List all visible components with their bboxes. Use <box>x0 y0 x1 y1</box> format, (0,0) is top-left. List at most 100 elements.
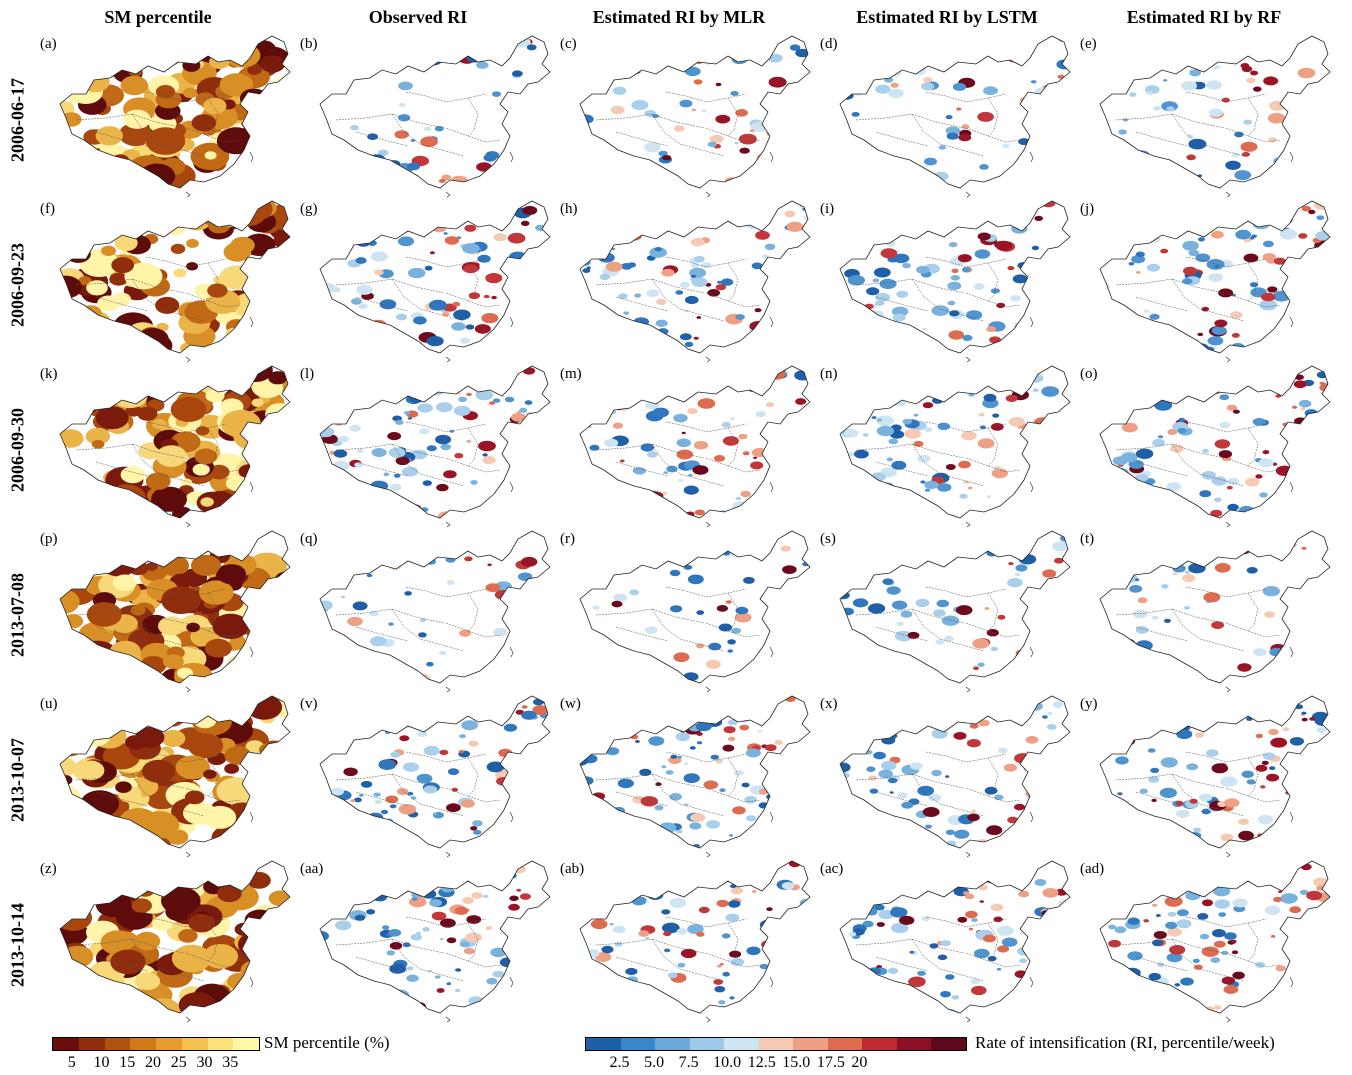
ri-map: (t) <box>1076 527 1338 695</box>
sm-legend-title: SM percentile (%) <box>264 1033 390 1052</box>
ri-map: (g) <box>296 197 558 365</box>
colorbar-segment <box>758 1038 794 1050</box>
ri-map: (c) <box>556 32 818 200</box>
panel-label: (e) <box>1080 36 1097 52</box>
panel-label: (q) <box>300 531 318 547</box>
panel-label: (h) <box>560 201 578 217</box>
column-title-sm-percentile: SM percentile <box>104 7 212 27</box>
china-map-svg <box>579 35 811 198</box>
ri-colorbar <box>585 1037 967 1051</box>
tick-label: 12.5 <box>747 1054 776 1071</box>
china-map-svg <box>1099 365 1331 528</box>
column-title-observed-ri: Observed RI <box>368 7 468 27</box>
china-map-svg <box>319 200 551 363</box>
ri-map: (aa) <box>296 857 558 1025</box>
colorbar-segment <box>233 1038 259 1050</box>
colorbar-segment <box>827 1038 863 1050</box>
china-map-svg <box>839 200 1071 363</box>
china-map-svg <box>839 860 1071 1023</box>
panel-label: (g) <box>300 201 318 217</box>
panel-label: (o) <box>1080 366 1098 382</box>
ri-map: (d) <box>816 32 1078 200</box>
ri-map: (ad) <box>1076 857 1338 1025</box>
panel-label: (s) <box>820 531 836 547</box>
colorbar-segment <box>586 1038 621 1050</box>
ri-map: (s) <box>816 527 1078 695</box>
tick-label: 10 <box>93 1054 110 1071</box>
ri-map: (v) <box>296 692 558 860</box>
panel-label: (x) <box>820 696 838 712</box>
panel-label: (v) <box>300 696 318 712</box>
row-label-2013-10-07: 2013-10-07 <box>7 738 28 822</box>
china-map-svg <box>579 365 811 528</box>
panel-label: (z) <box>40 861 57 877</box>
china-map-svg <box>839 695 1071 858</box>
ri-map: (b) <box>296 32 558 200</box>
china-map-svg <box>319 530 551 693</box>
panel-label: (a) <box>40 36 57 52</box>
ri-map: (m) <box>556 362 818 530</box>
row-label-2013-07-08: 2013-07-08 <box>7 573 28 657</box>
ri-map: (j) <box>1076 197 1338 365</box>
colorbar-segment <box>156 1038 182 1050</box>
china-map-svg <box>579 860 811 1023</box>
tick-label: 25 <box>170 1054 187 1071</box>
colorbar-segment <box>620 1038 656 1050</box>
row-label-2006-06-17: 2006-06-17 <box>7 78 28 162</box>
sm-percentile-map: (a) <box>36 32 298 200</box>
tick-label: 30 <box>196 1054 213 1071</box>
ri-map: (ac) <box>816 857 1078 1025</box>
colorbar-segment <box>931 1038 967 1050</box>
tick-label: 5.0 <box>644 1054 665 1071</box>
panel-label: (ac) <box>820 861 844 877</box>
panel-label: (d) <box>820 36 838 52</box>
sm-percentile-map: (z) <box>36 857 298 1025</box>
colorbar-segment <box>53 1038 79 1050</box>
colorbar-segment <box>130 1038 156 1050</box>
china-map-svg <box>579 695 811 858</box>
china-map-svg <box>319 860 551 1023</box>
panel-label: (b) <box>300 36 318 52</box>
sm-percentile-map: (p) <box>36 527 298 695</box>
colorbar-segment <box>793 1038 828 1050</box>
tick-label: 7.5 <box>678 1054 699 1071</box>
china-map-svg <box>59 35 291 198</box>
panel-label: (n) <box>820 366 838 382</box>
ri-legend-title: Rate of intensification (RI, percentile/… <box>975 1033 1275 1052</box>
china-map-svg <box>1099 860 1331 1023</box>
ri-map: (l) <box>296 362 558 530</box>
china-map-svg <box>579 530 811 693</box>
china-map-svg <box>1099 200 1331 363</box>
china-map-svg <box>59 695 291 858</box>
china-map-svg <box>579 200 811 363</box>
tick-label: 15.0 <box>782 1054 811 1071</box>
panel-label: (k) <box>40 366 58 382</box>
china-map-svg <box>839 365 1071 528</box>
china-map-svg <box>319 365 551 528</box>
tick-label: 2.5 <box>609 1054 630 1071</box>
panel-label: (j) <box>1080 201 1095 217</box>
china-map-svg <box>59 860 291 1023</box>
ri-map: (r) <box>556 527 818 695</box>
panel-label: (r) <box>560 531 575 547</box>
panel-label: (p) <box>40 531 58 547</box>
china-map-svg <box>59 200 291 363</box>
tick-label: 10.0 <box>713 1054 742 1071</box>
sm-percentile-map: (u) <box>36 692 298 860</box>
panel-label: (ad) <box>1080 861 1105 877</box>
tick-label: 15 <box>119 1054 136 1071</box>
sm-colorbar <box>52 1037 260 1051</box>
panel-label: (w) <box>560 696 581 712</box>
sm-legend: SM percentile (%) 5 10 15 20 25 30 35 <box>52 1033 432 1075</box>
tick-label: 35 <box>222 1054 239 1071</box>
china-map-svg <box>319 35 551 198</box>
tick-label: 17.5 <box>816 1054 845 1071</box>
ri-map: (i) <box>816 197 1078 365</box>
row-label-2013-10-14: 2013-10-14 <box>7 903 28 987</box>
panel-label: (l) <box>300 366 315 382</box>
column-title-mlr: Estimated RI by MLR <box>592 7 766 27</box>
colorbar-segment <box>104 1038 131 1050</box>
panel-label: (t) <box>1080 531 1095 547</box>
panel-label: (f) <box>40 201 55 217</box>
china-map-svg <box>59 530 291 693</box>
